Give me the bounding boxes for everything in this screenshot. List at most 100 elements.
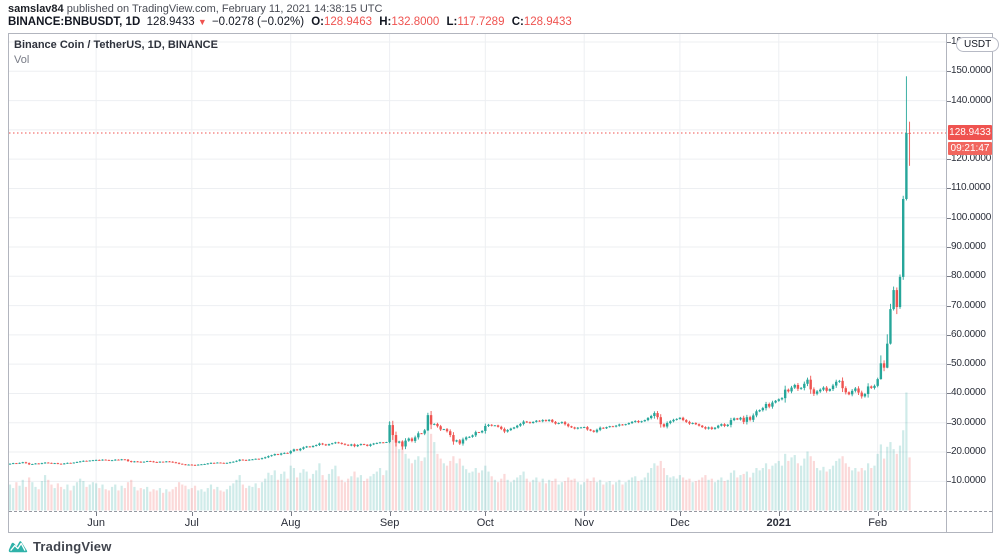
candle-body [477,432,481,434]
candle-body [238,459,241,461]
candle-body [375,442,379,444]
volume-bar [327,473,331,511]
volume-bar [666,475,669,511]
candle-body [295,449,299,451]
price-tick-label: 70.0000 [951,299,986,311]
volume-bar [895,453,898,511]
volume-bar [50,484,53,511]
volume-bar [886,446,889,511]
volume-bar [331,469,334,511]
candle-body [378,442,382,444]
price-tick-label: 40.0000 [951,387,986,399]
volume-bar [206,488,209,511]
volume-bar [567,477,570,511]
price-tick-label: 140.0000 [951,94,992,106]
volume-bar [551,481,554,511]
candle-body [193,464,197,466]
volume-bar [538,482,541,511]
candle-body [701,425,704,428]
volume-bar [165,489,168,511]
candle-body [704,427,707,429]
candle-body [882,363,886,368]
price-tick-mark [947,452,951,454]
publish-info: samslav84 published on TradingView.com, … [8,3,382,15]
volume-bar [289,465,292,511]
candle-body [480,430,484,433]
volume-bar [831,465,835,511]
last-price: 128.9433 [146,16,195,28]
candle-body [771,402,774,407]
volume-bar [525,478,528,511]
candle-body [130,461,133,463]
tradingview-logo[interactable]: TradingView [8,539,112,554]
candle-body [101,459,104,461]
price-chart-canvas[interactable] [9,34,946,512]
price-tick-label: 30.0000 [951,416,986,428]
candle-body [522,421,525,424]
volume-bar [659,460,662,511]
volume-bar [780,465,784,511]
volume-bar [308,478,311,511]
candle-body [270,455,273,457]
candle-body [796,384,800,389]
volume-bar [710,478,713,511]
candle-body [710,427,713,429]
candle-body [637,420,640,423]
candle-body [531,421,535,424]
candle-body [624,424,627,426]
candle-body [614,425,618,427]
volume-bar [429,433,433,511]
volume-bar [697,479,701,511]
candle-body [669,421,672,424]
volume-bar [455,463,458,511]
candle-body [241,459,245,461]
volume-bar [532,479,535,511]
volume-bar [347,478,350,511]
candle-body [806,379,809,384]
candle-body [755,411,758,416]
price-axis[interactable]: 160.0000150.0000140.0000120.0000110.0000… [946,34,1000,532]
candle-body [621,424,624,426]
candle-body [688,421,691,424]
volume-bar [149,491,152,511]
volume-bar [586,478,589,511]
candle-body [554,421,557,424]
volume-bar [602,484,605,511]
volume-bar [133,486,136,511]
candle-body [516,425,519,428]
price-tick-label: 80.0000 [951,270,986,282]
candle-body [308,446,312,448]
volume-bar [522,471,525,511]
candle-body [11,463,15,465]
volume-bar [691,482,694,511]
volume-bar [468,472,471,511]
candle-body [69,462,72,464]
candle-body [634,420,637,422]
volume-bar [815,468,819,511]
volume-bar [646,472,650,511]
candle-body [197,464,200,466]
candle-body [407,438,410,441]
volume-bar [311,473,315,511]
candle-body [40,463,44,465]
volume-bar [184,485,187,511]
candle-body [94,459,98,461]
volume-bar [219,490,222,511]
time-tick-mark [290,512,292,516]
candle-body [63,463,66,465]
candle-body [21,462,24,464]
candle-body [254,458,257,460]
volume-bar [37,489,40,511]
low-value: 117.7289 [457,16,505,28]
candle-body [334,442,337,444]
candle-body [583,427,586,429]
candle-body [570,426,573,428]
time-tick-label: Oct [476,517,494,529]
time-axis[interactable]: Jun Jul Aug Sep Oct Nov Dec 2021 Feb [9,511,992,533]
volume-bar [554,478,557,511]
currency-unit-button[interactable]: USDT [956,37,1000,52]
volume-bar [436,453,439,511]
volume-bar [123,488,126,511]
volume-bar [257,488,260,511]
candle-body [519,423,522,426]
